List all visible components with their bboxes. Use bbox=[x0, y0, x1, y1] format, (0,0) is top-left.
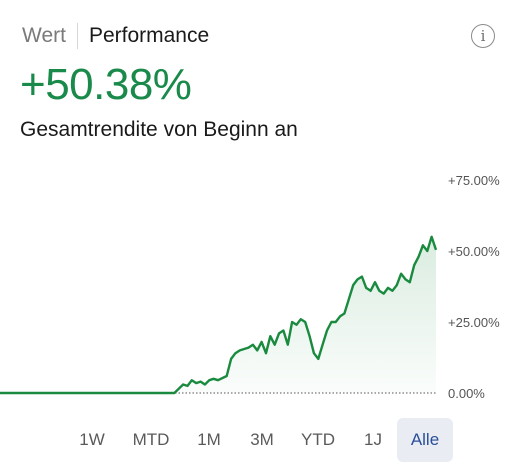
y-tick-label: +50.00% bbox=[448, 244, 500, 259]
range-button-1m[interactable]: 1M bbox=[197, 430, 221, 449]
y-tick-label: +25.00% bbox=[448, 315, 500, 330]
series-area-fill bbox=[0, 236, 436, 393]
y-tick-label: +75.00% bbox=[448, 173, 500, 188]
series-line bbox=[0, 235, 438, 395]
range-button-mtd[interactable]: MTD bbox=[132, 430, 170, 449]
view-tabs: Wert Performance bbox=[22, 22, 209, 50]
info-icon[interactable]: i bbox=[471, 24, 495, 48]
range-button-ytd[interactable]: YTD bbox=[301, 430, 335, 449]
range-button-1j[interactable]: 1J bbox=[364, 430, 382, 449]
total-return-label: Gesamtrendite von Beginn an bbox=[20, 118, 298, 141]
range-button-1w[interactable]: 1W bbox=[79, 430, 105, 449]
tab-performance[interactable]: Performance bbox=[88, 24, 210, 47]
time-range-selector: 1W MTD 1M 3M YTD 1J Alle bbox=[0, 418, 520, 462]
tab-divider bbox=[76, 23, 78, 49]
performance-chart: +75.00% +50.00% +25.00% 0.00% bbox=[0, 173, 500, 401]
range-button-3m[interactable]: 3M bbox=[250, 430, 274, 449]
tab-wert[interactable]: Wert bbox=[22, 24, 66, 47]
y-tick-label: 0.00% bbox=[448, 386, 485, 401]
total-return-value: +50.38% bbox=[20, 60, 192, 109]
range-button-alle[interactable]: Alle bbox=[397, 418, 453, 462]
